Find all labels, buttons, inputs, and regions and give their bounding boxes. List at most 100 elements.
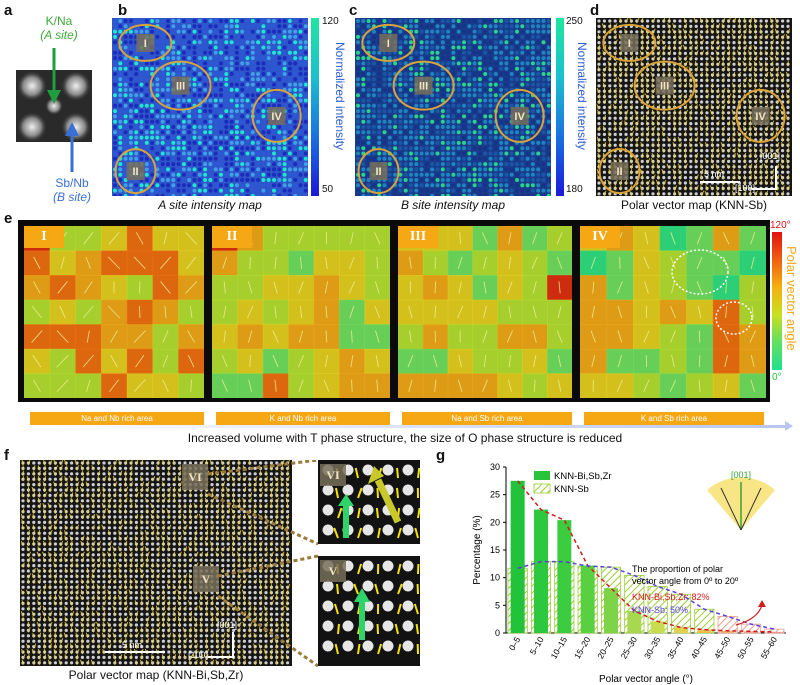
polar-vector-map-knn-sb: I III IV II	[596, 18, 792, 196]
svg-text:II: II	[375, 166, 381, 178]
heatIII-svg	[398, 226, 572, 398]
colorbar-c-label: Normalized intensity	[575, 42, 589, 151]
y-tick-label: 5	[495, 600, 500, 610]
trend-text: Increased volume with T phase structure,…	[187, 431, 623, 445]
x-axis-label: Polar vector angle (°)	[599, 674, 693, 685]
heatII-svg	[212, 226, 390, 398]
axis-100-d	[752, 188, 776, 190]
a-site-element: K/Na	[45, 14, 73, 28]
bar-knn-bi-sb-zr	[767, 631, 782, 633]
colorbar-e-max: 120°	[770, 220, 791, 231]
roi-II: II	[369, 162, 388, 181]
roi-IV: IV	[751, 106, 770, 125]
bar-knn-bi-sb-zr	[604, 588, 618, 633]
dir-100-f: [100]	[188, 650, 209, 660]
area-strip-III: Na and Sb rich area	[402, 412, 572, 425]
dir-100-d: [100]	[735, 183, 756, 193]
svg-text:III: III	[419, 81, 428, 93]
caption-d: Polar vector map (KNN-Sb)	[620, 198, 768, 212]
x-tick-label: 10–15	[549, 635, 570, 661]
legend-swatch-knn-sb	[533, 483, 551, 494]
region-tag-I: I	[24, 226, 64, 248]
trend-arrow	[20, 425, 790, 428]
roi-II: II	[126, 162, 145, 181]
roi-III: III	[414, 76, 433, 95]
chart-g: 0 5 10 15 20 25 30 Percentage (%) 0–5 5–10 10–15 15…	[472, 462, 786, 685]
bar-knn-bi-sb-zr	[697, 629, 712, 633]
region-tag-IV: IV	[580, 226, 620, 248]
bar-knn-bi-sb-zr	[580, 565, 595, 633]
bar-knn-bi-sb-zr	[534, 509, 548, 633]
y-tick-label: 0	[495, 628, 500, 638]
svg-text:II: II	[132, 166, 138, 178]
colorbar-b-min: 50	[322, 184, 334, 195]
roi-IV: IV	[267, 106, 286, 125]
annotation-arrow	[735, 604, 763, 626]
y-tick-label: 20	[490, 517, 500, 527]
bar-knn-bi-sb-zr	[744, 631, 758, 633]
panel-a-label: a	[4, 2, 13, 19]
scale-bar-d-label: 5 nm	[704, 169, 725, 179]
b-site-label: Sb/Nb (B site)	[22, 176, 122, 204]
colorbar-c-min: 180	[566, 184, 583, 195]
svg-text:I: I	[144, 38, 147, 50]
area-strip-II: K and Nb rich area	[216, 412, 390, 425]
roi-III: III	[171, 76, 190, 95]
a-site-label: K/Na (A site)	[14, 14, 104, 42]
x-tick-label: 30–35	[642, 635, 663, 661]
roi-V: V	[193, 566, 219, 592]
a-site-intensity-map: I III IV II	[112, 18, 308, 196]
b-site-sub: (B site)	[52, 190, 91, 204]
svg-text:III: III	[660, 81, 669, 93]
inset-tag-V: V	[320, 560, 346, 582]
x-tick-label: 55–60	[759, 635, 780, 661]
axis-001-d	[775, 166, 777, 190]
heatmap-region-IV	[580, 226, 766, 398]
bar-knn-bi-sb-zr	[627, 610, 642, 633]
x-tick-label: 5–10	[528, 635, 546, 657]
bar-knn-bi-sb-zr	[720, 630, 735, 633]
colorbar-b-max: 120	[322, 16, 339, 27]
area-strip-I: Na and Nb rich area	[30, 412, 204, 425]
colorbar-c	[556, 18, 564, 196]
x-tick-label: 35–40	[665, 635, 686, 661]
heatmap-region-I	[24, 226, 204, 398]
x-tick-label: 45–50	[712, 635, 733, 661]
y-tick-label: 25	[490, 490, 500, 500]
svg-text:IV: IV	[271, 111, 282, 123]
annotation-blue: KNN-Sb: 50%	[632, 605, 688, 615]
svg-text:IV: IV	[514, 111, 525, 123]
inset-001-label: [001]	[731, 470, 751, 480]
legend-label-knn-bi-sb-zr: KNN-Bi,Sb,Zr	[554, 471, 612, 482]
colorbar-e-min: 0°	[772, 372, 782, 383]
svg-text:III: III	[176, 81, 185, 93]
x-tick-label: 20–25	[595, 635, 616, 661]
panel-a-graphic	[16, 48, 92, 172]
bar-knn-bi-sb-zr	[557, 520, 572, 633]
colorbar-b-label: Normalized intensity	[333, 42, 347, 151]
y-tick-label: 10	[490, 573, 500, 583]
b-site-element: Sb/Nb	[55, 176, 89, 190]
scale-bar-f	[105, 651, 165, 653]
panel-g-label: g	[436, 447, 446, 464]
caption-f: Polar vector map (KNN-Bi,Sb,Zr)	[68, 668, 244, 682]
annotation-line-2: vector angle from 0º to 20º	[632, 576, 739, 586]
dir-001-f: [001]	[217, 620, 238, 630]
svg-text:I: I	[387, 38, 390, 50]
scale-bar-d	[700, 181, 740, 183]
x-tick-label: 25–30	[619, 635, 640, 661]
heatmap-region-II	[212, 226, 390, 398]
zoom-connectors	[207, 460, 319, 668]
roi-VI: VI	[182, 464, 208, 490]
heatI-svg	[24, 226, 204, 398]
roi-IV: IV	[510, 106, 529, 125]
caption-c: B site intensity map	[400, 198, 506, 212]
panel-e-label: e	[4, 210, 13, 227]
bar-knn-bi-sb-zr	[510, 480, 525, 633]
colorbar-e	[772, 232, 782, 370]
x-tick-label: 0–5	[507, 635, 523, 653]
polar-vector-map-knn-bi-sb-zr	[20, 460, 292, 666]
bar-knn-bi-sb-zr	[674, 627, 688, 633]
roi-I: I	[620, 33, 639, 52]
